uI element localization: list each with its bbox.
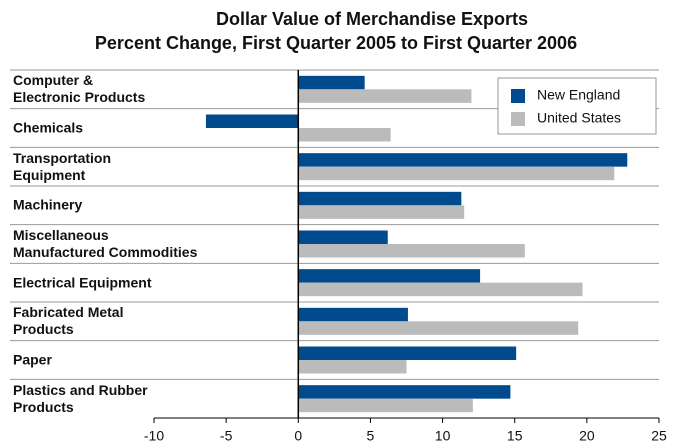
x-tick-label: -5: [220, 428, 233, 444]
bar: [298, 321, 579, 335]
category-label: Computer & Electronic Products: [13, 72, 146, 106]
category-label: Transportation Equipment: [13, 149, 112, 183]
x-tick-label: 10: [435, 428, 451, 444]
x-tick-label: 25: [651, 428, 667, 444]
bar: [298, 89, 472, 103]
category-label: Plastics and Rubber Products: [13, 381, 148, 415]
category-label: Electrical Equipment: [13, 274, 152, 291]
bar: [298, 191, 462, 206]
category-label: Fabricated Metal Products: [13, 304, 124, 338]
bar: [298, 244, 525, 258]
bar: [298, 307, 408, 322]
category-label: Machinery: [13, 196, 83, 213]
legend-label: New England: [537, 87, 620, 103]
category-label: Miscellaneous Manufactured Commodities: [13, 227, 198, 260]
bar: [298, 166, 615, 181]
bar: [298, 346, 517, 360]
bar: [298, 398, 473, 413]
bar: [298, 385, 511, 399]
bar: [205, 114, 299, 128]
x-tick-label: 15: [507, 428, 523, 444]
legend: New England United States: [497, 77, 657, 135]
bar: [298, 282, 583, 297]
x-tick-label: -10: [144, 428, 164, 444]
bar: [298, 205, 465, 219]
category-label: Paper: [13, 351, 52, 368]
chart-title: Dollar Value of Merchandise Exports: [216, 9, 528, 29]
x-tick-label: 0: [294, 428, 302, 444]
legend-swatch: [511, 89, 525, 103]
bar: [298, 153, 628, 167]
legend-label: United States: [537, 110, 621, 126]
x-tick-label: 20: [579, 428, 595, 444]
bar: [298, 269, 481, 283]
bar: [298, 360, 407, 374]
bar: [298, 75, 365, 90]
category-label: Chemicals: [13, 119, 84, 136]
bar: [298, 128, 391, 142]
chart-subtitle: Percent Change, First Quarter 2005 to Fi…: [95, 33, 577, 53]
legend-swatch: [511, 112, 525, 126]
x-tick-label: 5: [367, 428, 375, 444]
bar: [298, 230, 388, 244]
